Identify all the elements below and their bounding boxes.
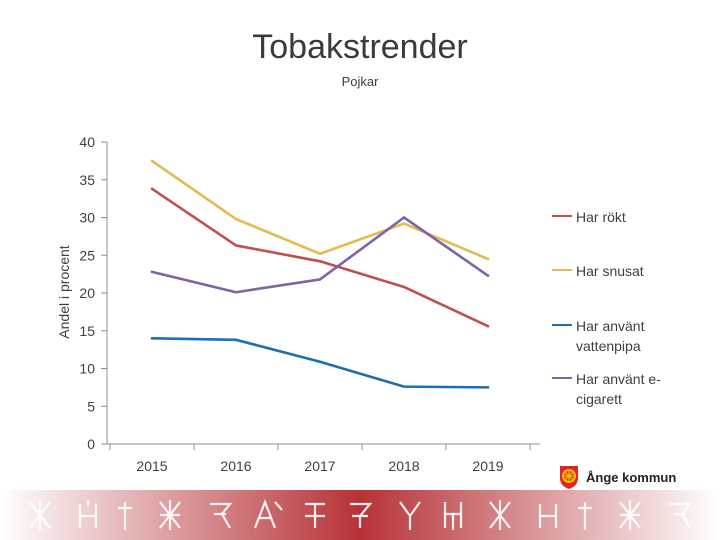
series-2-point	[402, 222, 406, 225]
series-2-point	[234, 217, 238, 221]
legend-item-vattenpipa: Har använt vattenpipa	[552, 316, 686, 356]
series-4-point	[402, 216, 406, 219]
legend-item-snusat: Har snusat	[552, 261, 686, 281]
series-line-2	[150, 159, 490, 261]
series-3-point	[486, 386, 490, 389]
series-4-point	[318, 278, 322, 281]
decorative-symbols	[29, 498, 693, 530]
series-3-point	[234, 338, 238, 342]
x-tick-label: 2015	[136, 458, 167, 474]
x-tick-label: 2019	[472, 458, 503, 474]
chart-subtitle: Pojkar	[341, 74, 379, 89]
y-tick-label: 30	[79, 210, 95, 226]
y-tick-label: 15	[79, 323, 95, 339]
logo-text: Ånge kommun	[586, 469, 677, 485]
series-4-point	[234, 291, 238, 294]
legend-label-rokt: Har rökt	[576, 209, 626, 225]
y-tick-label: 10	[79, 361, 95, 377]
y-tick-label: 25	[79, 247, 95, 263]
series-2-point	[150, 159, 154, 163]
x-tick-label: 2018	[388, 458, 419, 474]
series-1-point	[318, 260, 322, 263]
y-tick-label: 20	[79, 285, 95, 301]
series-2-point	[486, 257, 490, 261]
series-1-point	[402, 285, 406, 289]
series-1-point	[486, 325, 490, 328]
legend-label-ecigarett: Har använt e-cigarett	[576, 371, 661, 407]
y-tick-label: 0	[87, 436, 95, 452]
municipality-logo: Ånge kommun	[558, 464, 676, 490]
legend-swatch-rokt	[552, 215, 572, 217]
decorative-band	[0, 490, 720, 540]
x-tick-label: 2016	[220, 458, 251, 474]
series-1-point	[150, 187, 154, 191]
series-3-point	[150, 337, 154, 340]
series-4-point	[150, 270, 154, 274]
line-chart: 0 5 10 15 20 25 30 35 40 2015 2016 2017 2018 2019	[79, 134, 540, 474]
series-2-point	[318, 252, 322, 255]
y-tick-label: 35	[79, 172, 95, 188]
series-3-point	[318, 360, 322, 363]
legend-label-snusat: Har snusat	[576, 263, 644, 279]
series-line-1	[150, 187, 490, 328]
chart-title: Tobakstrender	[252, 28, 468, 66]
legend-item-rokt: Har rökt	[552, 207, 686, 227]
legend-swatch-ecigarett	[552, 377, 572, 379]
x-tick-label: 2017	[304, 458, 335, 474]
series-4-point	[486, 274, 490, 277]
y-tick-label: 40	[79, 134, 95, 150]
legend-swatch-vattenpipa	[552, 324, 572, 326]
legend-label-vattenpipa: Har använt vattenpipa	[576, 318, 645, 354]
legend-swatch-snusat	[552, 269, 572, 271]
coat-of-arms-icon	[560, 466, 578, 489]
series-1-point	[234, 244, 238, 247]
series-3-point	[402, 385, 406, 388]
legend-item-ecigarett: Har använt e-cigarett	[552, 369, 686, 409]
y-tick-label: 5	[87, 398, 95, 414]
